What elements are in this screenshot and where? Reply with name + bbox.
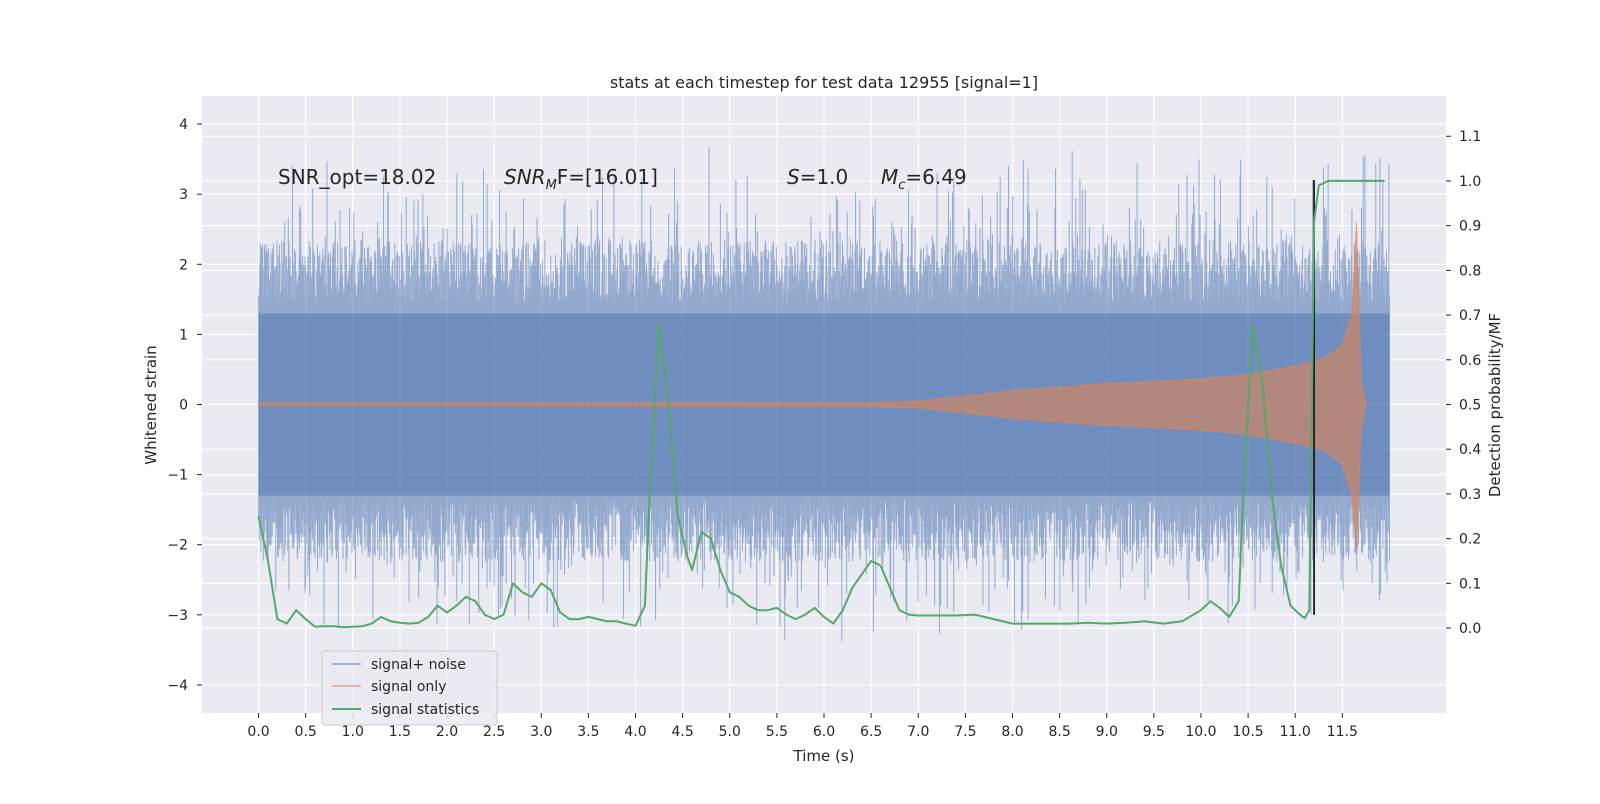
y2-axis-label: Detection probability/MF [1486,313,1504,497]
x-tick-label: 11.0 [1280,724,1311,740]
y2-tick-label: 0.7 [1459,308,1481,324]
x-tick-label: 6.0 [813,724,835,740]
y-tick-label: 0 [179,398,188,414]
x-tick-label: 3.5 [577,724,599,740]
x-tick-label: 1.5 [389,724,411,740]
x-tick-label: 4.5 [672,724,694,740]
annotation-snr-opt: SNR_opt=18.02 [278,165,436,189]
y2-tick-label: 0.2 [1459,532,1481,548]
chart-title: stats at each timestep for test data 129… [610,73,1038,92]
signal-statistics-line [257,179,1385,629]
x-tick-label: 9.0 [1096,724,1118,740]
y2-tick-label: 1.0 [1459,174,1481,190]
y-tick-label: 2 [179,257,188,273]
x-tick-label: 2.0 [436,724,458,740]
x-tick-label: 6.5 [860,724,882,740]
annotation-snr-mf: SNRMF=[16.01] [504,165,658,193]
annotation-mc: Mc=6.49 [881,165,967,193]
y2-axis-ticks: 0.0 0.1 0.2 0.3 0.4 0.5 0.6 0.7 0.8 0.9 1.0 1.1 [1446,129,1481,637]
signal-only-envelope [258,222,1367,552]
y2-tick-label: 0.4 [1459,442,1481,458]
x-tick-label: 7.0 [907,724,929,740]
x-tick-label: 8.0 [1001,724,1023,740]
y-tick-label: −1 [167,468,188,484]
x-axis-ticks: 0.0 0.5 1.0 1.5 2.0 2.5 3.0 3.5 4.0 4.5 5.0 5.5 6.0 6… [247,713,1358,740]
x-tick-label: 10.5 [1233,724,1264,740]
legend-label-signal-plus-noise: signal+ noise [371,657,466,673]
x-tick-label: 1.0 [342,724,364,740]
x-tick-label: 9.5 [1143,724,1165,740]
y2-tick-label: 0.3 [1459,487,1481,503]
y2-tick-label: 0.5 [1459,398,1481,414]
y-tick-label: −3 [167,608,188,624]
legend: signal+ noise signal only signal statist… [321,650,498,726]
legend-box [321,650,498,726]
x-axis-label: Time (s) [793,747,855,765]
x-tick-label: 5.5 [766,724,788,740]
legend-label-signal-only: signal only [371,679,446,695]
x-tick-label: 0.0 [247,724,269,740]
x-tick-label: 8.5 [1048,724,1070,740]
legend-label-signal-statistics: signal statistics [371,702,479,718]
x-tick-label: 0.5 [295,724,317,740]
y2-tick-label: 0.8 [1459,263,1481,279]
y-axis-label: Whitened strain [142,345,160,464]
annotation-s: S=1.0 [787,165,848,189]
x-tick-label: 2.5 [483,724,505,740]
y-tick-label: 4 [179,117,188,133]
y2-tick-label: 0.1 [1459,576,1481,592]
y2-tick-label: 0.6 [1459,353,1481,369]
x-tick-label: 11.5 [1327,724,1358,740]
x-tick-label: 3.0 [530,724,552,740]
y-tick-label: −4 [167,678,188,694]
series-signal-statistics [257,179,1385,629]
series-signal-only [258,222,1367,552]
y-axis-ticks: −4 −3 −2 −1 0 1 2 3 4 [167,117,202,694]
x-tick-label: 5.0 [719,724,741,740]
y-tick-label: 3 [179,187,188,203]
y2-tick-label: 0.9 [1459,219,1481,235]
y-tick-label: −2 [167,538,188,554]
noise-lower-strokes [258,404,1390,642]
x-tick-label: 10.0 [1185,724,1216,740]
y2-tick-label: 0.0 [1459,621,1481,637]
noise-upper-strokes [258,146,1390,405]
x-tick-label: 7.5 [954,724,976,740]
x-tick-label: 4.0 [624,724,646,740]
y2-tick-label: 1.1 [1459,129,1481,145]
y-tick-label: 1 [179,327,188,343]
